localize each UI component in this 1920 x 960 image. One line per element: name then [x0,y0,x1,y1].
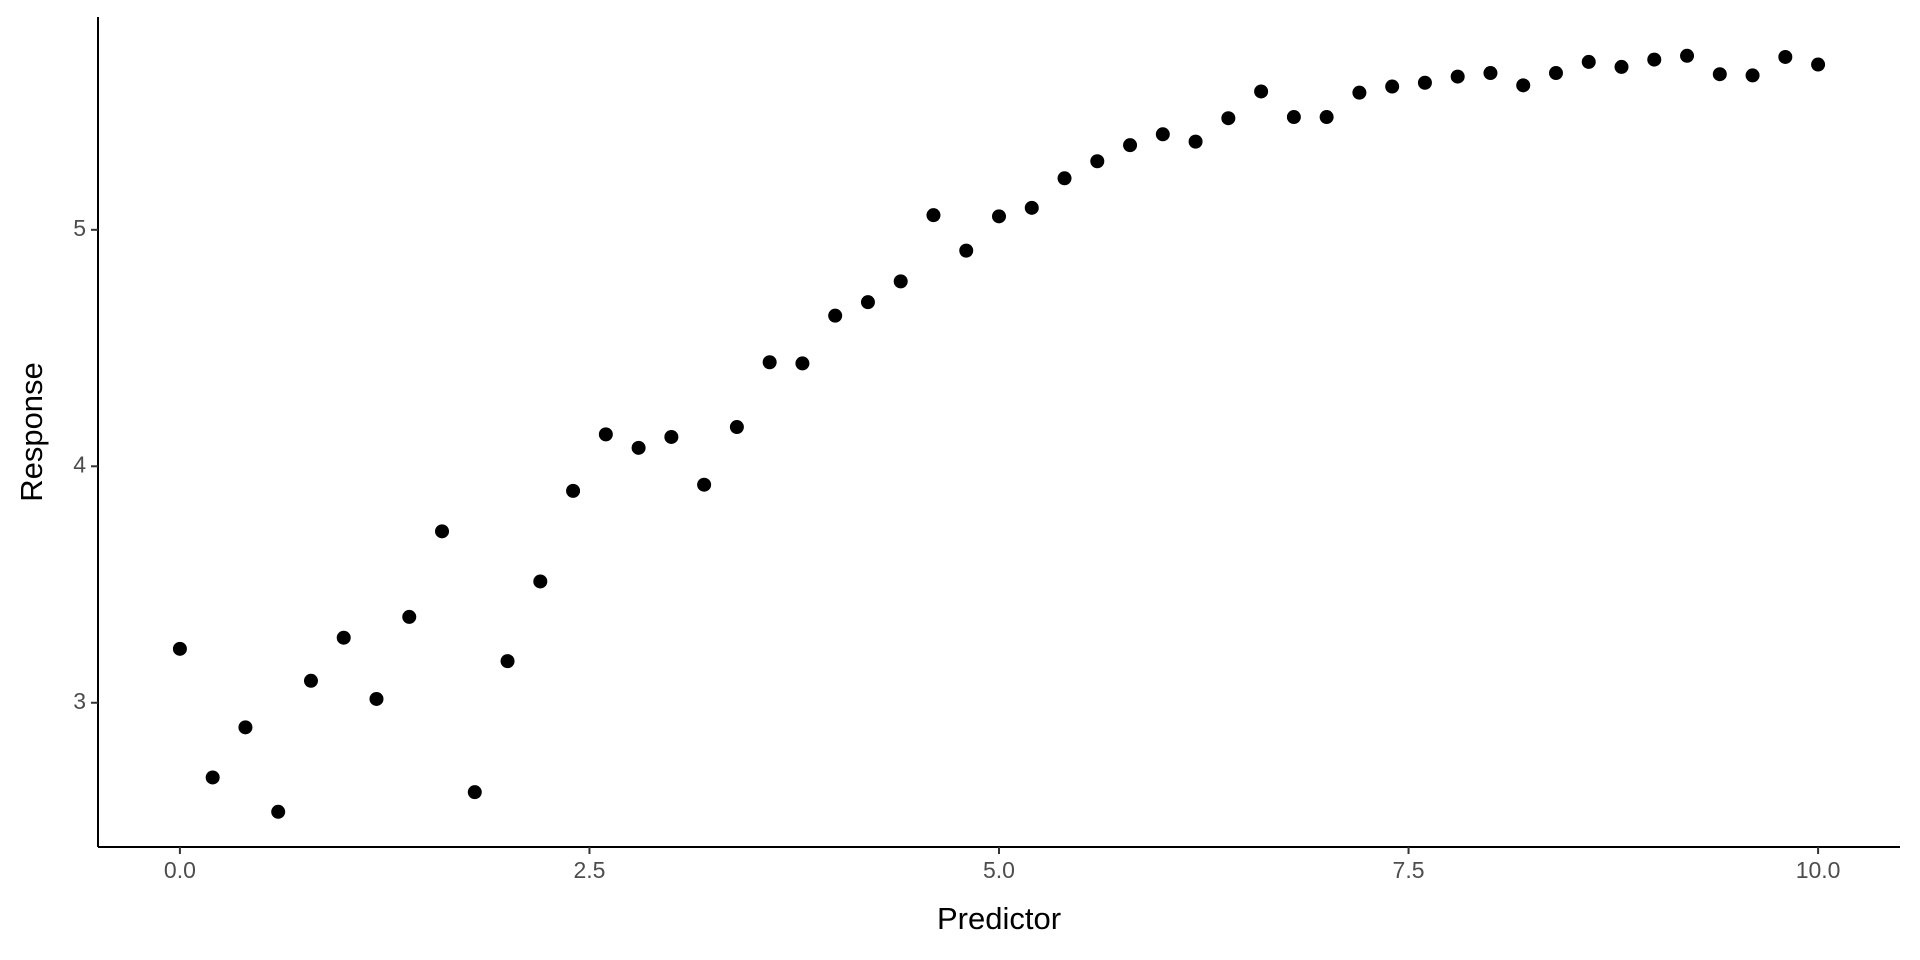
point [1647,52,1662,67]
point [860,295,875,310]
point [1745,68,1760,83]
point [1712,67,1727,82]
point [205,770,220,785]
point [959,243,974,258]
point [435,524,450,539]
x-tick-label: 10.0 [1796,857,1841,883]
point [1024,200,1039,215]
point [1221,111,1236,126]
point [303,673,318,688]
point [172,641,187,656]
point [402,609,417,624]
x-tick-label: 2.5 [573,857,605,883]
point [1155,127,1170,142]
point [1778,49,1793,64]
point [369,691,384,706]
point [1417,75,1432,90]
point [598,427,613,442]
point [1254,84,1269,99]
point [500,654,515,669]
point [1352,85,1367,100]
point [1188,134,1203,149]
x-axis-title: Predictor [937,901,1061,936]
point [664,429,679,444]
point [1548,66,1563,81]
point [1483,66,1498,81]
x-tick-label: 0.0 [164,857,196,883]
point [467,785,482,800]
y-tick-label: 5 [73,215,86,241]
point [238,720,253,735]
point [1680,48,1695,63]
y-axis-title: Response [14,362,49,502]
point [992,209,1006,224]
point [729,420,744,435]
point [1516,78,1531,93]
point [1057,171,1072,186]
point [631,440,646,455]
x-tick-label: 7.5 [1393,857,1425,883]
point [336,630,351,645]
point [1319,110,1334,125]
y-tick-label: 3 [73,688,86,714]
point [1123,138,1138,153]
point [795,356,810,371]
y-tick-label: 4 [73,451,86,477]
point [828,308,843,323]
point [271,804,286,819]
point [893,274,908,289]
point [1090,154,1105,169]
point [1811,57,1826,72]
point [762,355,777,370]
point [566,483,581,498]
point [1286,110,1301,125]
point [1614,59,1629,74]
point [1581,54,1596,69]
point [1450,69,1465,84]
point [926,208,941,223]
point [697,477,712,492]
point [1385,79,1400,94]
x-tick-label: 5.0 [983,857,1015,883]
point [533,574,548,589]
